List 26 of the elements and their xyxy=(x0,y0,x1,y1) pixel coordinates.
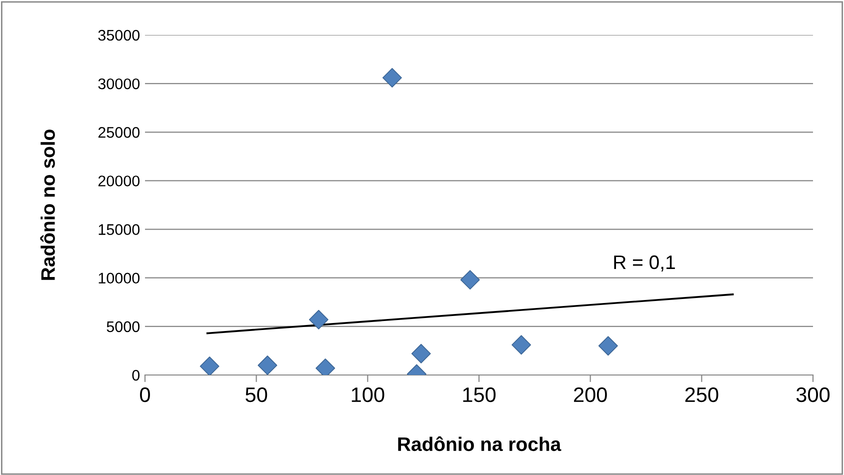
point xyxy=(308,310,328,330)
x-tick-label: 0 xyxy=(140,387,150,402)
x-tick-label: 200 xyxy=(574,387,607,402)
y-tick-label: 15000 xyxy=(98,224,140,235)
x-axis-title: Radônio na rocha xyxy=(398,436,562,452)
x-tick-label: 150 xyxy=(463,387,496,402)
annotation: R = 0,1 xyxy=(614,255,675,272)
point xyxy=(512,335,532,355)
y-tick-label: 10000 xyxy=(98,272,140,284)
y-axis-title: Radônio no solo xyxy=(40,130,55,280)
y-tick-label: 20000 xyxy=(98,176,140,186)
y-tick-label: 0 xyxy=(132,370,140,381)
point xyxy=(598,336,618,356)
x-tick-label: 50 xyxy=(246,387,268,402)
point xyxy=(460,270,480,290)
x-tick-label: 250 xyxy=(685,387,718,402)
y-tick-label: 35000 xyxy=(98,30,140,41)
y-tick-label: 5000 xyxy=(106,321,140,332)
point xyxy=(411,344,431,364)
x-tick-label: 100 xyxy=(352,387,384,402)
point xyxy=(258,356,278,375)
x-tick-label: 300 xyxy=(796,387,830,402)
point xyxy=(382,68,402,88)
y-tick-label: 30000 xyxy=(98,78,140,90)
point xyxy=(200,356,220,375)
y-tick-label: 25000 xyxy=(98,127,140,138)
